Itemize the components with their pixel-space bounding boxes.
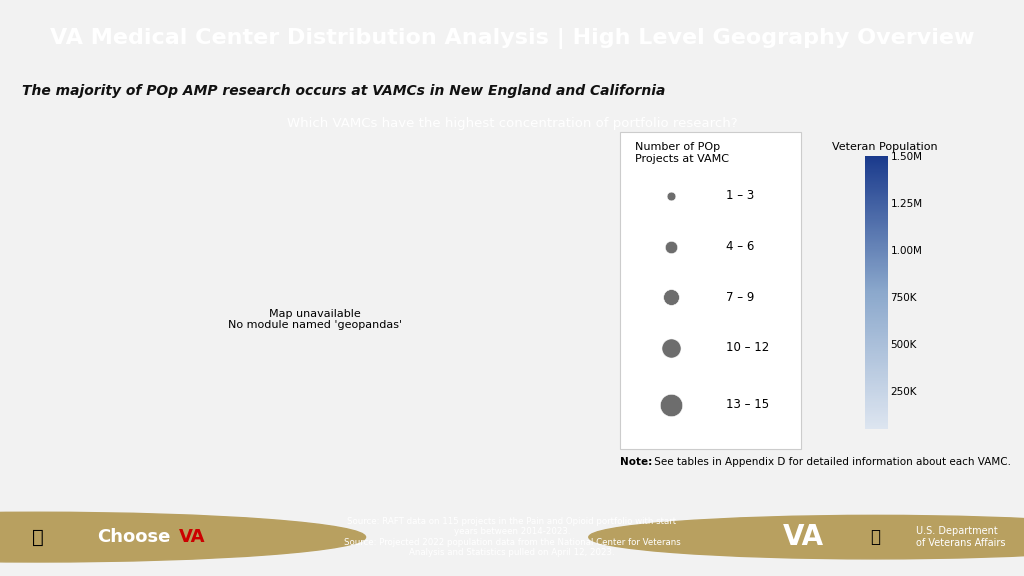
Text: 1 – 3: 1 – 3	[726, 190, 755, 202]
Text: Which VAMCs have the highest concentration of portfolio research?: Which VAMCs have the highest concentrati…	[287, 117, 737, 130]
Text: 4 – 6: 4 – 6	[726, 240, 755, 253]
Point	[663, 400, 679, 410]
Point	[663, 191, 679, 200]
Text: Veteran Population: Veteran Population	[833, 142, 938, 152]
FancyBboxPatch shape	[620, 132, 801, 449]
Text: 13 – 15: 13 – 15	[726, 399, 769, 411]
Text: Source: RAFT data on 115 projects in the Pain and Opioid portfolio with start
ye: Source: RAFT data on 115 projects in the…	[344, 517, 680, 557]
Point	[663, 242, 679, 251]
Text: The majority of POp AMP research occurs at VAMCs in New England and California: The majority of POp AMP research occurs …	[23, 84, 666, 98]
Text: VA Medical Center Distribution Analysis | High Level Geography Overview: VA Medical Center Distribution Analysis …	[50, 28, 974, 48]
Text: Choose: Choose	[97, 528, 171, 546]
Text: 🦅: 🦅	[870, 528, 881, 546]
Text: 10 – 12: 10 – 12	[726, 342, 769, 354]
Text: 🦅: 🦅	[32, 528, 44, 547]
Text: VA: VA	[179, 528, 206, 546]
Circle shape	[589, 516, 1024, 559]
Text: U.S. Department
of Veterans Affairs: U.S. Department of Veterans Affairs	[916, 526, 1006, 548]
Text: Note:: Note:	[620, 457, 651, 467]
Text: Map unavailable
No module named 'geopandas': Map unavailable No module named 'geopand…	[227, 309, 402, 331]
Point	[663, 343, 679, 353]
Circle shape	[0, 512, 366, 562]
Text: VA: VA	[783, 523, 824, 551]
Point	[663, 293, 679, 302]
Text: See tables in Appendix D for detailed information about each VAMC.: See tables in Appendix D for detailed in…	[651, 457, 1011, 467]
Text: Number of POp
Projects at VAMC: Number of POp Projects at VAMC	[635, 142, 729, 164]
Text: 7 – 9: 7 – 9	[726, 291, 755, 304]
